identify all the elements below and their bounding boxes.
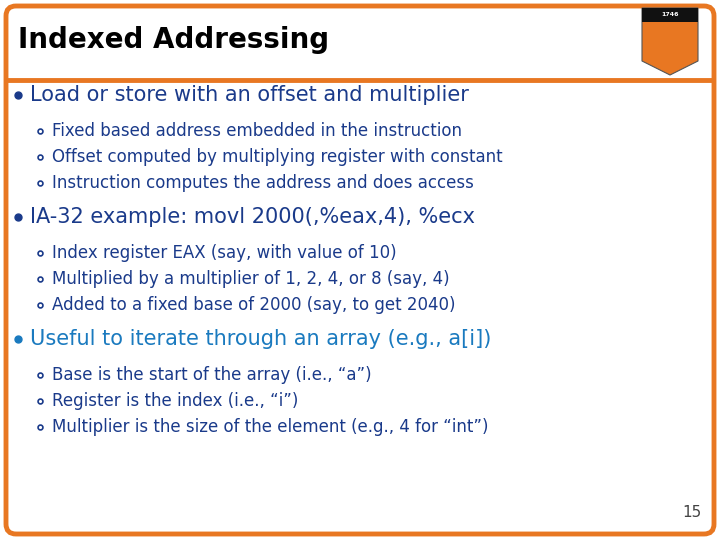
Text: Multiplied by a multiplier of 1, 2, 4, or 8 (say, 4): Multiplied by a multiplier of 1, 2, 4, o… (52, 270, 449, 288)
Text: Offset computed by multiplying register with constant: Offset computed by multiplying register … (52, 148, 503, 166)
FancyBboxPatch shape (6, 6, 714, 534)
Text: Base is the start of the array (i.e., “a”): Base is the start of the array (i.e., “a… (52, 366, 372, 384)
Text: Index register EAX (say, with value of 10): Index register EAX (say, with value of 1… (52, 244, 397, 262)
Text: 15: 15 (683, 505, 702, 520)
Polygon shape (642, 8, 698, 22)
Text: Indexed Addressing: Indexed Addressing (18, 26, 329, 54)
Text: Useful to iterate through an array (e.g., a[i]): Useful to iterate through an array (e.g.… (30, 329, 491, 349)
Text: Added to a fixed base of 2000 (say, to get 2040): Added to a fixed base of 2000 (say, to g… (52, 296, 456, 314)
Text: Multiplier is the size of the element (e.g., 4 for “int”): Multiplier is the size of the element (e… (52, 418, 488, 436)
Text: 1746: 1746 (661, 12, 679, 17)
Text: IA-32 example: movl 2000(,%eax,4), %ecx: IA-32 example: movl 2000(,%eax,4), %ecx (30, 207, 475, 227)
Polygon shape (642, 8, 698, 75)
Text: Register is the index (i.e., “i”): Register is the index (i.e., “i”) (52, 392, 298, 410)
Text: Fixed based address embedded in the instruction: Fixed based address embedded in the inst… (52, 122, 462, 140)
Text: Instruction computes the address and does access: Instruction computes the address and doe… (52, 174, 474, 192)
Text: Load or store with an offset and multiplier: Load or store with an offset and multipl… (30, 85, 469, 105)
